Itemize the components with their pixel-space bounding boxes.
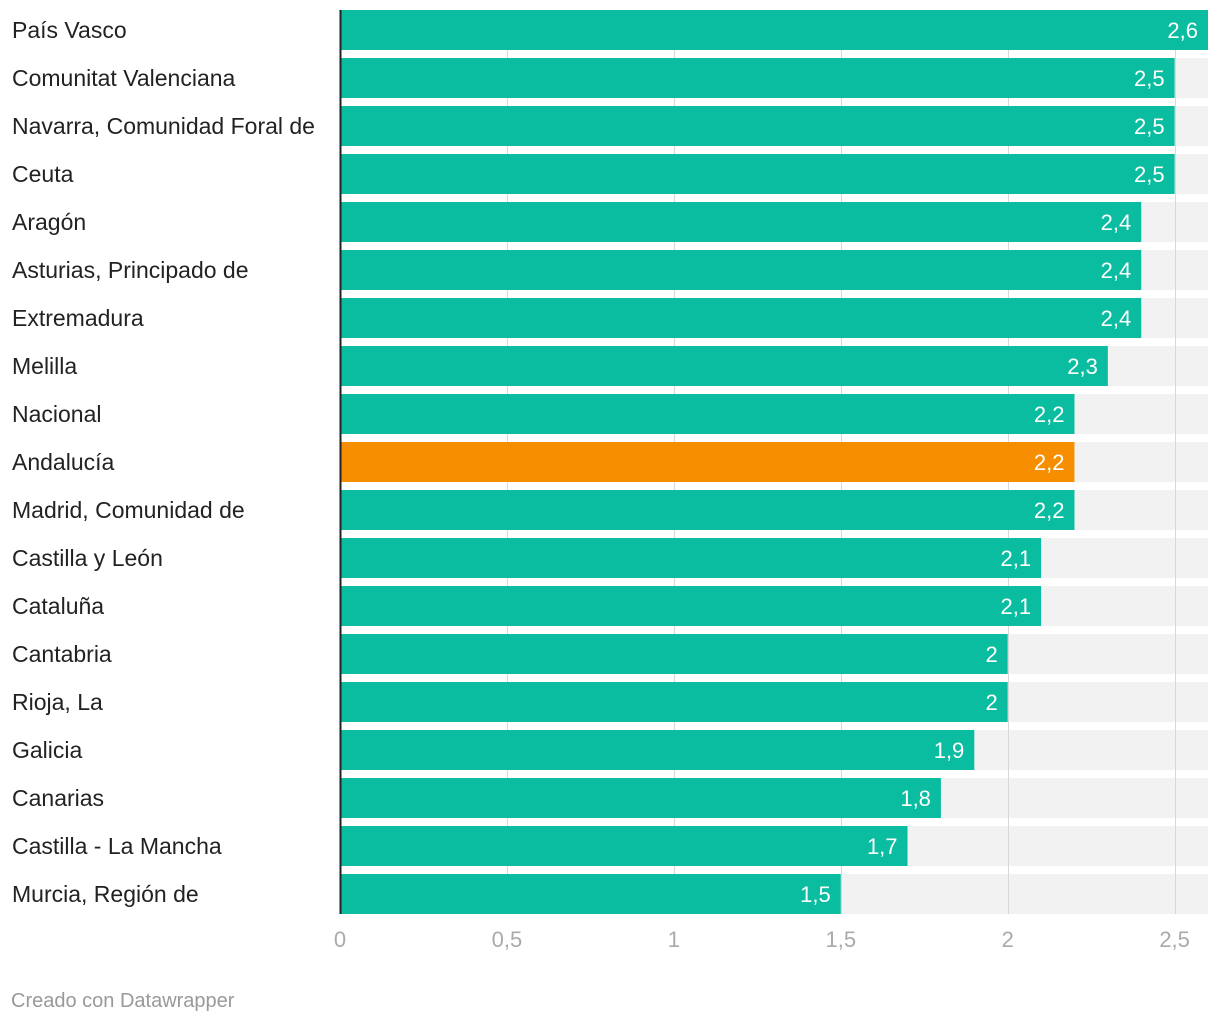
bar-chart: País Vasco Comunitat Valenciana Navarra, C…: [12, 10, 1208, 952]
value-label: 2,4: [1101, 210, 1132, 235]
bar: [340, 730, 975, 770]
category-label: Madrid, Comunidad de: [12, 497, 245, 523]
bar: [340, 490, 1075, 530]
category-label: Murcia, Región de: [12, 881, 199, 907]
value-label: 2,5: [1134, 114, 1165, 139]
bar: [340, 346, 1108, 386]
bar: [340, 58, 1175, 98]
category-label: Rioja, La: [12, 689, 103, 715]
category-label: Asturias, Principado de: [12, 257, 249, 283]
value-label: 2,3: [1067, 354, 1098, 379]
category-label: Aragón: [12, 209, 86, 235]
value-label: 2: [985, 642, 997, 667]
bar: [340, 634, 1008, 674]
value-label: 1,8: [900, 786, 931, 811]
category-label: Canarias: [12, 785, 104, 811]
category-label: Comunitat Valenciana: [12, 65, 236, 91]
bar: [340, 682, 1008, 722]
value-label: 1,7: [867, 834, 898, 859]
x-tick-label: 0,5: [492, 927, 523, 952]
x-tick-label: 2: [1002, 927, 1014, 952]
value-label: 1,5: [800, 882, 831, 907]
bar: [340, 250, 1142, 290]
category-label: Melilla: [12, 353, 77, 379]
x-tick-label: 2,5: [1159, 927, 1190, 952]
category-label: Castilla - La Mancha: [12, 833, 222, 859]
value-labels: 2,62,52,52,52,42,42,42,32,22,22,22,12,12…: [800, 18, 1198, 907]
bar: [340, 298, 1142, 338]
bars: [340, 10, 1208, 914]
bar: [340, 826, 908, 866]
x-tick-label: 1: [668, 927, 680, 952]
value-label: 2,2: [1034, 450, 1065, 475]
category-label: Galicia: [12, 737, 83, 763]
bar: [340, 202, 1142, 242]
bar-highlight: [340, 442, 1075, 482]
value-label: 2,2: [1034, 498, 1065, 523]
value-label: 1,9: [934, 738, 965, 763]
category-label: Extremadura: [12, 305, 144, 331]
category-label: Andalucía: [12, 449, 115, 475]
value-label: 2,2: [1034, 402, 1065, 427]
credit-footer: Creado con Datawrapper: [11, 990, 235, 1012]
category-label: Castilla y León: [12, 545, 163, 571]
bar: [340, 10, 1208, 50]
value-label: 2: [985, 690, 997, 715]
value-label: 2,4: [1101, 258, 1132, 283]
bar: [340, 106, 1175, 146]
x-tick-label: 0: [334, 927, 346, 952]
bar: [340, 586, 1042, 626]
category-label: País Vasco: [12, 17, 127, 43]
category-label: Navarra, Comunidad Foral de: [12, 113, 315, 139]
bar: [340, 538, 1042, 578]
value-label: 2,6: [1167, 18, 1198, 43]
bar: [340, 874, 841, 914]
value-label: 2,5: [1134, 66, 1165, 91]
value-label: 2,1: [1000, 594, 1031, 619]
x-tick-label: 1,5: [825, 927, 856, 952]
bar: [340, 394, 1075, 434]
category-label: Ceuta: [12, 161, 74, 187]
category-label: Nacional: [12, 401, 102, 427]
value-label: 2,5: [1134, 162, 1165, 187]
value-label: 2,4: [1101, 306, 1132, 331]
bar: [340, 154, 1175, 194]
category-labels: País Vasco Comunitat Valenciana Navarra, C…: [12, 17, 315, 907]
category-label: Cantabria: [12, 641, 112, 667]
value-label: 2,1: [1000, 546, 1031, 571]
x-tick-labels: 0 0,5 1 1,5 2 2,5: [334, 927, 1190, 952]
bar: [340, 778, 941, 818]
category-label: Cataluña: [12, 593, 104, 619]
